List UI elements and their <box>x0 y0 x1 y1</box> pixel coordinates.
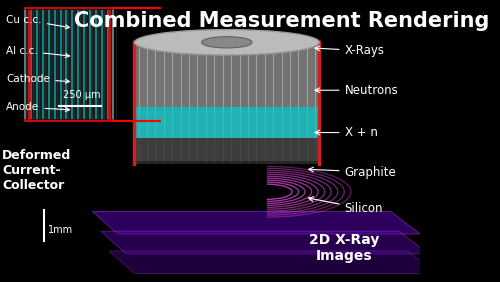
Text: Anode: Anode <box>6 102 70 112</box>
Text: 250 μm: 250 μm <box>63 90 100 100</box>
Ellipse shape <box>134 30 320 55</box>
Text: Al c.c.: Al c.c. <box>6 46 70 58</box>
Text: Cathode: Cathode <box>6 74 70 84</box>
Text: X + n: X + n <box>315 126 378 139</box>
Polygon shape <box>134 107 320 138</box>
Text: Deformed
Current-
Collector: Deformed Current- Collector <box>2 149 71 192</box>
Polygon shape <box>92 212 420 234</box>
Bar <box>25 8 114 121</box>
Ellipse shape <box>202 37 252 48</box>
Text: 1mm: 1mm <box>48 225 74 235</box>
Text: Combined Measurement Rendering: Combined Measurement Rendering <box>74 11 489 31</box>
Text: Cu c.c.: Cu c.c. <box>6 15 70 29</box>
Text: 2D X-Ray
Images: 2D X-Ray Images <box>310 233 380 263</box>
Polygon shape <box>134 138 320 164</box>
Text: X-Rays: X-Rays <box>315 44 384 57</box>
Text: Neutrons: Neutrons <box>315 84 398 97</box>
Polygon shape <box>109 251 437 274</box>
Text: Graphite: Graphite <box>308 166 396 179</box>
Polygon shape <box>101 231 428 254</box>
Text: Silicon: Silicon <box>308 197 383 215</box>
Polygon shape <box>134 42 320 161</box>
